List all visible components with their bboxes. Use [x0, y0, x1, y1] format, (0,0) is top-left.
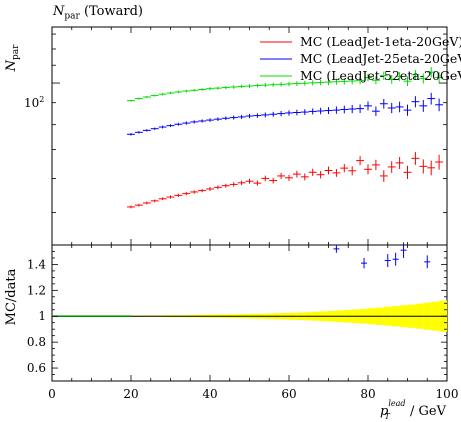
chart-title: Npar (Toward): [53, 4, 143, 22]
xtick-label: 60: [281, 387, 296, 401]
legend-label-lj52: MC (LeadJet-52eta-20GeV): [300, 68, 461, 83]
legend-label-lj1: MC (LeadJet-1eta-20GeV): [300, 34, 461, 49]
ratio-ytick-label: 1.2: [27, 283, 46, 297]
ratio-ytick-label: 0.8: [27, 335, 46, 349]
legend: MC (LeadJet-1eta-20GeV) MC (LeadJet-25et…: [260, 34, 461, 83]
ratio-ytick-label: 1: [38, 309, 46, 323]
ratio-ytick-label: 0.6: [27, 361, 46, 375]
xtick-label: 20: [123, 387, 138, 401]
ratio-xlabel: plead T / GeV: [380, 399, 447, 421]
main-series-group: [127, 67, 444, 209]
ratio-green-band: [52, 315, 131, 318]
xtick-label: 80: [360, 387, 375, 401]
ratio-ytick-label: 1.4: [27, 257, 46, 271]
axes-group: 0 20 40 60 80 100 0.6 0.8 1 1.2 1.4: [27, 27, 459, 401]
main-ylabel: Npar: [4, 44, 21, 73]
ratio-points-group: [333, 242, 431, 269]
legend-label-lj25: MC (LeadJet-25eta-20GeV): [300, 51, 461, 66]
xtick-label: 0: [48, 387, 56, 401]
main-ytick-label: 102: [24, 95, 44, 110]
xtick-label: 40: [202, 387, 217, 401]
xtick-label: 100: [436, 387, 459, 401]
ratio-ylabel: MC/data: [4, 268, 19, 325]
